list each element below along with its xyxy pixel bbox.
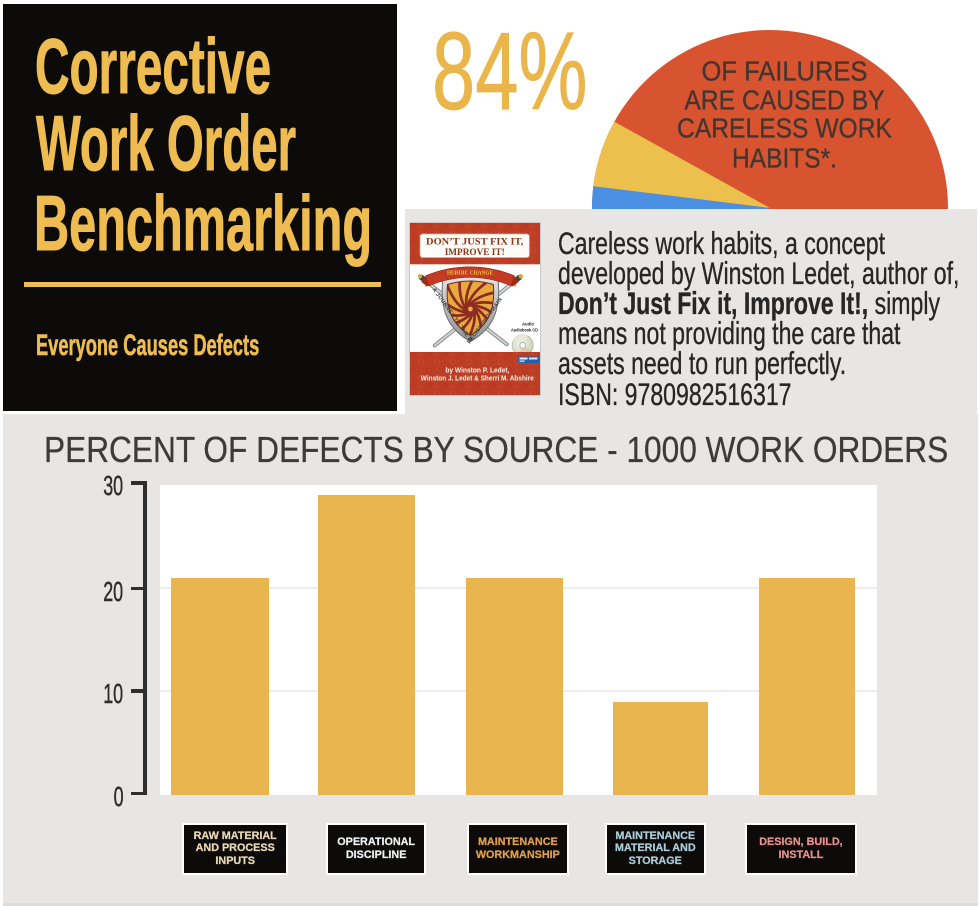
- svg-text:DON’T JUST FIX IT,: DON’T JUST FIX IT,: [426, 237, 524, 247]
- svg-text:HEROIC CHANGE: HEROIC CHANGE: [447, 271, 493, 277]
- svg-text:CARELESS WORK: CARELESS WORK: [677, 113, 892, 144]
- svg-text:Winston J. Ledet & Sherri M. A: Winston J. Ledet & Sherri M. Abshire: [421, 374, 534, 383]
- svg-text:ARE CAUSED BY: ARE CAUSED BY: [684, 85, 884, 116]
- svg-text:OF FAILURES: OF FAILURES: [702, 56, 868, 87]
- svg-text:Audiobook CD: Audiobook CD: [511, 328, 539, 333]
- svg-text:IMPROVE IT!: IMPROVE IT!: [445, 248, 505, 258]
- svg-text:by Winston P. Ledet,: by Winston P. Ledet,: [446, 366, 510, 375]
- svg-text:HABITS*.: HABITS*.: [732, 143, 837, 174]
- svg-text:Audio: Audio: [522, 322, 534, 327]
